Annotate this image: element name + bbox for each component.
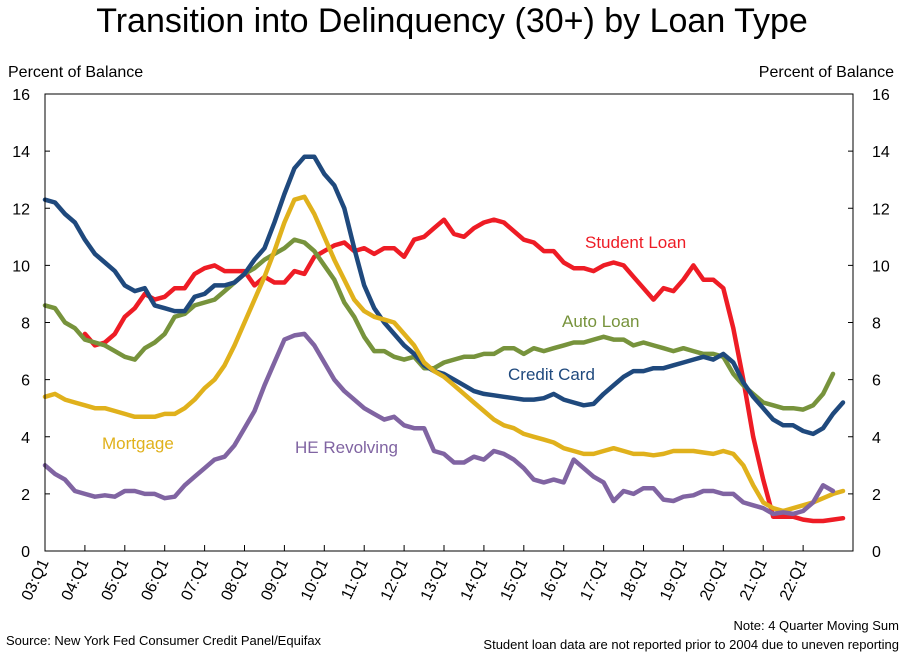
- x-tick-label: 06:Q1: [138, 556, 172, 603]
- right-y-tick-label: 0: [872, 544, 881, 561]
- series-line-mortgage: [42, 194, 846, 514]
- x-tick-label: 20:Q1: [697, 556, 731, 603]
- x-tick-label: 11:Q1: [339, 556, 372, 602]
- x-tick-label: 14:Q1: [458, 556, 492, 603]
- left-axis-unit-label: Percent of Balance: [8, 64, 143, 81]
- series-line-student-loan: [82, 217, 846, 524]
- x-tick-label: 16:Q1: [538, 556, 572, 603]
- right-y-axis: 0 2 4 6 8 10 12 14 16: [848, 87, 890, 561]
- student-loan-note: Student loan data are not reported prior…: [483, 637, 899, 652]
- left-y-tick-label: 8: [21, 316, 30, 333]
- series-label-he-revolving: HE Revolving: [295, 438, 398, 457]
- right-y-tick-label: 6: [872, 373, 881, 390]
- left-y-tick-label: 10: [12, 258, 30, 275]
- source-note: Source: New York Fed Consumer Credit Pan…: [6, 633, 322, 648]
- x-tick-label: 10:Q1: [298, 556, 332, 603]
- left-y-tick-label: 16: [12, 87, 30, 104]
- right-axis-unit-label: Percent of Balance: [759, 64, 894, 81]
- right-y-tick-label: 8: [872, 316, 881, 333]
- series-line-he-revolving: [42, 331, 836, 517]
- right-y-tick-label: 4: [872, 430, 881, 447]
- x-tick-label: 09:Q1: [258, 556, 292, 603]
- left-y-tick-label: 12: [12, 201, 30, 218]
- series-label-mortgage: Mortgage: [102, 434, 174, 453]
- x-tick-label: 07:Q1: [178, 556, 212, 603]
- x-tick-label: 21:Q1: [737, 556, 771, 603]
- plot-area-frame: [44, 93, 854, 552]
- left-y-tick-label: 14: [12, 144, 30, 161]
- right-y-tick-label: 16: [872, 87, 890, 104]
- x-tick-label: 15:Q1: [498, 556, 532, 603]
- x-tick-label: 13:Q1: [418, 556, 452, 603]
- x-tick-label: 12:Q1: [378, 556, 412, 603]
- series-label-credit-card: Credit Card: [508, 365, 595, 384]
- series-label-student-loan: Student Loan: [585, 233, 686, 252]
- right-y-tick-label: 2: [872, 487, 881, 504]
- left-y-tick-label: 2: [21, 487, 30, 504]
- left-y-tick-label: 4: [21, 430, 30, 447]
- x-tick-label: 18:Q1: [617, 556, 651, 603]
- right-y-tick-label: 12: [872, 201, 890, 218]
- x-tick-label: 03:Q1: [19, 556, 53, 603]
- series-line-auto-loan: [42, 237, 836, 412]
- left-y-tick-label: 0: [21, 544, 30, 561]
- right-y-tick-label: 10: [872, 258, 890, 275]
- x-tick-label: 19:Q1: [657, 556, 691, 603]
- left-y-axis: 0 2 4 6 8 10 12 14 16: [12, 87, 50, 561]
- moving-sum-note: Note: 4 Quarter Moving Sum: [734, 618, 899, 633]
- chart-title: Transition into Delinquency (30+) by Loa…: [96, 2, 808, 40]
- x-tick-label: 04:Q1: [59, 556, 93, 603]
- series-line-credit-card: [42, 154, 846, 437]
- x-axis: 03:Q1 04:Q1 05:Q1 06:Q1 07:Q1 08:Q1 09:Q1 10:Q1…: [19, 545, 811, 603]
- x-tick-label: 08:Q1: [218, 556, 252, 603]
- series-label-auto-loan: Auto Loan: [562, 312, 640, 331]
- left-y-tick-label: 6: [21, 373, 30, 390]
- x-tick-label: 22:Q1: [777, 556, 811, 603]
- x-tick-label: 17:Q1: [577, 556, 611, 603]
- series-lines: [42, 154, 846, 524]
- right-y-tick-label: 14: [872, 144, 890, 161]
- x-tick-label: 05:Q1: [99, 556, 133, 603]
